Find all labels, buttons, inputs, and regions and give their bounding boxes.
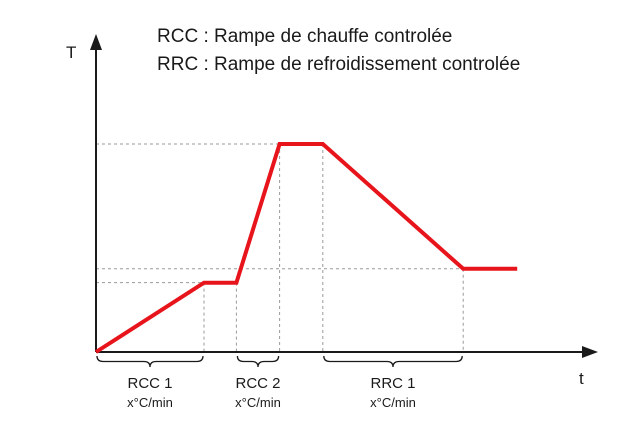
segment-labels: RCC 1 x°C/min RCC 2 x°C/min RRC 1 x°C/min xyxy=(127,375,416,410)
legend-rcc: RCC : Rampe de chauffe controlée xyxy=(157,26,453,47)
legend-rrc: RRC : Rampe de refroidissement controlée xyxy=(157,54,521,75)
y-axis-arrow-icon xyxy=(90,34,102,50)
temperature-profile-line xyxy=(94,142,518,354)
segment-rate-2: x°C/min xyxy=(370,395,416,410)
segment-name-2: RRC 1 xyxy=(370,375,415,392)
segment-rate-0: x°C/min xyxy=(127,395,173,410)
segment-brace-0 xyxy=(96,355,204,368)
segment-braces xyxy=(96,355,463,368)
segment-name-1: RCC 2 xyxy=(235,375,280,392)
segment-brace-2 xyxy=(323,355,463,368)
x-axis-arrow-icon xyxy=(582,346,598,358)
y-axis-label: T xyxy=(66,43,76,62)
segment-brace-1 xyxy=(236,355,280,368)
x-axis-label: t xyxy=(579,369,584,388)
segment-name-0: RCC 1 xyxy=(127,375,172,392)
segment-rate-1: x°C/min xyxy=(235,395,281,410)
guide-lines xyxy=(96,143,518,352)
axes: T t xyxy=(66,34,598,388)
